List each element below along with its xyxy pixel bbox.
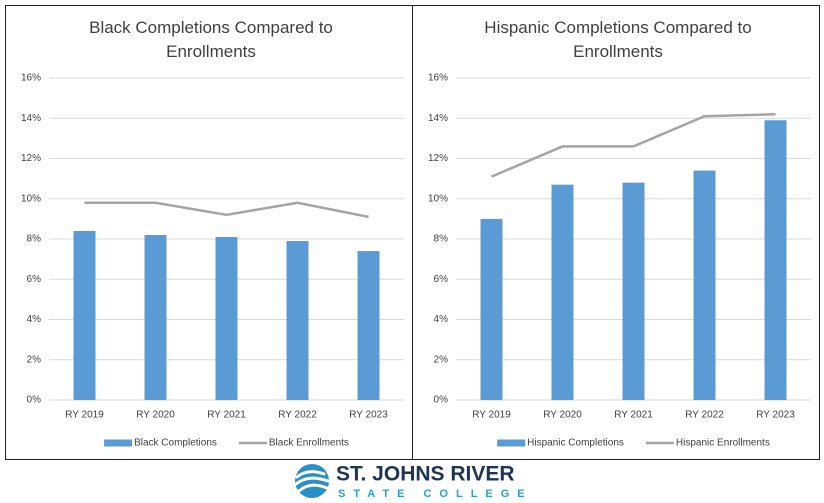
y-tick-label: 4% <box>27 314 42 325</box>
y-tick-label: 16% <box>428 73 448 84</box>
chart-title: Black Completions Compared to Enrollment… <box>89 18 333 61</box>
y-tick-label: 4% <box>434 314 449 325</box>
y-tick-label: 6% <box>27 274 42 285</box>
x-tick-label: RY 2020 <box>543 410 582 421</box>
legend-label: Hispanic Enrollments <box>676 438 770 449</box>
x-tick-label: RY 2019 <box>472 410 511 421</box>
x-tick-label: RY 2023 <box>349 410 388 421</box>
y-tick-label: 14% <box>428 113 448 124</box>
y-tick-label: 10% <box>428 193 448 204</box>
bar <box>215 236 238 400</box>
x-tick-label: RY 2022 <box>278 410 317 421</box>
y-tick-label: 10% <box>21 193 41 204</box>
logo-name: ST. JOHNS RIVER <box>336 463 515 486</box>
legend-swatch <box>497 439 526 447</box>
bar <box>357 251 380 400</box>
y-tick-label: 16% <box>21 73 41 84</box>
y-tick-label: 12% <box>21 153 41 164</box>
x-tick-label: RY 2021 <box>614 410 653 421</box>
bar <box>286 241 309 400</box>
x-tick-label: RY 2019 <box>65 410 104 421</box>
legend-label: Hispanic Completions <box>527 438 624 449</box>
y-tick-label: 14% <box>21 113 41 124</box>
line <box>491 112 776 178</box>
legend-swatch <box>104 439 133 447</box>
logo-subtitle: STATE COLLEGE <box>338 488 533 500</box>
bar <box>764 120 787 400</box>
y-tick-label: 8% <box>434 234 449 245</box>
y-tick-label: 6% <box>434 274 449 285</box>
x-tick-label: RY 2020 <box>136 410 175 421</box>
bar <box>73 230 96 400</box>
line <box>84 201 369 219</box>
logo-icon <box>294 464 330 498</box>
chart: 0% 2% 4% 6% 8% 10% 12% 14% 16% RY 2019 RY 2020 RY 2… <box>21 73 404 449</box>
x-tick-label: RY 2022 <box>685 410 724 421</box>
y-tick-label: 8% <box>27 234 42 245</box>
chart-panel: Black Completions Compared to Enrollment… <box>5 5 413 460</box>
y-tick-label: 0% <box>434 395 449 406</box>
bar <box>551 184 574 400</box>
legend-label: Black Completions <box>134 438 217 449</box>
bar <box>144 234 167 400</box>
chart: 0% 2% 4% 6% 8% 10% 12% 14% 16% RY 2019 RY 2020 RY 2… <box>428 73 811 449</box>
x-tick-label: RY 2021 <box>207 410 246 421</box>
bar <box>480 218 503 400</box>
x-tick-label: RY 2023 <box>756 410 795 421</box>
y-tick-label: 2% <box>434 354 449 365</box>
chart-title: Hispanic Completions Compared to Enrollm… <box>484 18 752 61</box>
bar <box>622 182 645 400</box>
y-tick-label: 2% <box>27 354 42 365</box>
logo: ST. JOHNS RIVER STATE COLLEGE <box>294 463 533 500</box>
legend-label: Black Enrollments <box>269 438 349 449</box>
y-tick-label: 12% <box>428 153 448 164</box>
y-tick-label: 0% <box>27 395 42 406</box>
chart-panel: Hispanic Completions Compared to Enrollm… <box>412 5 820 460</box>
bar <box>693 170 716 400</box>
